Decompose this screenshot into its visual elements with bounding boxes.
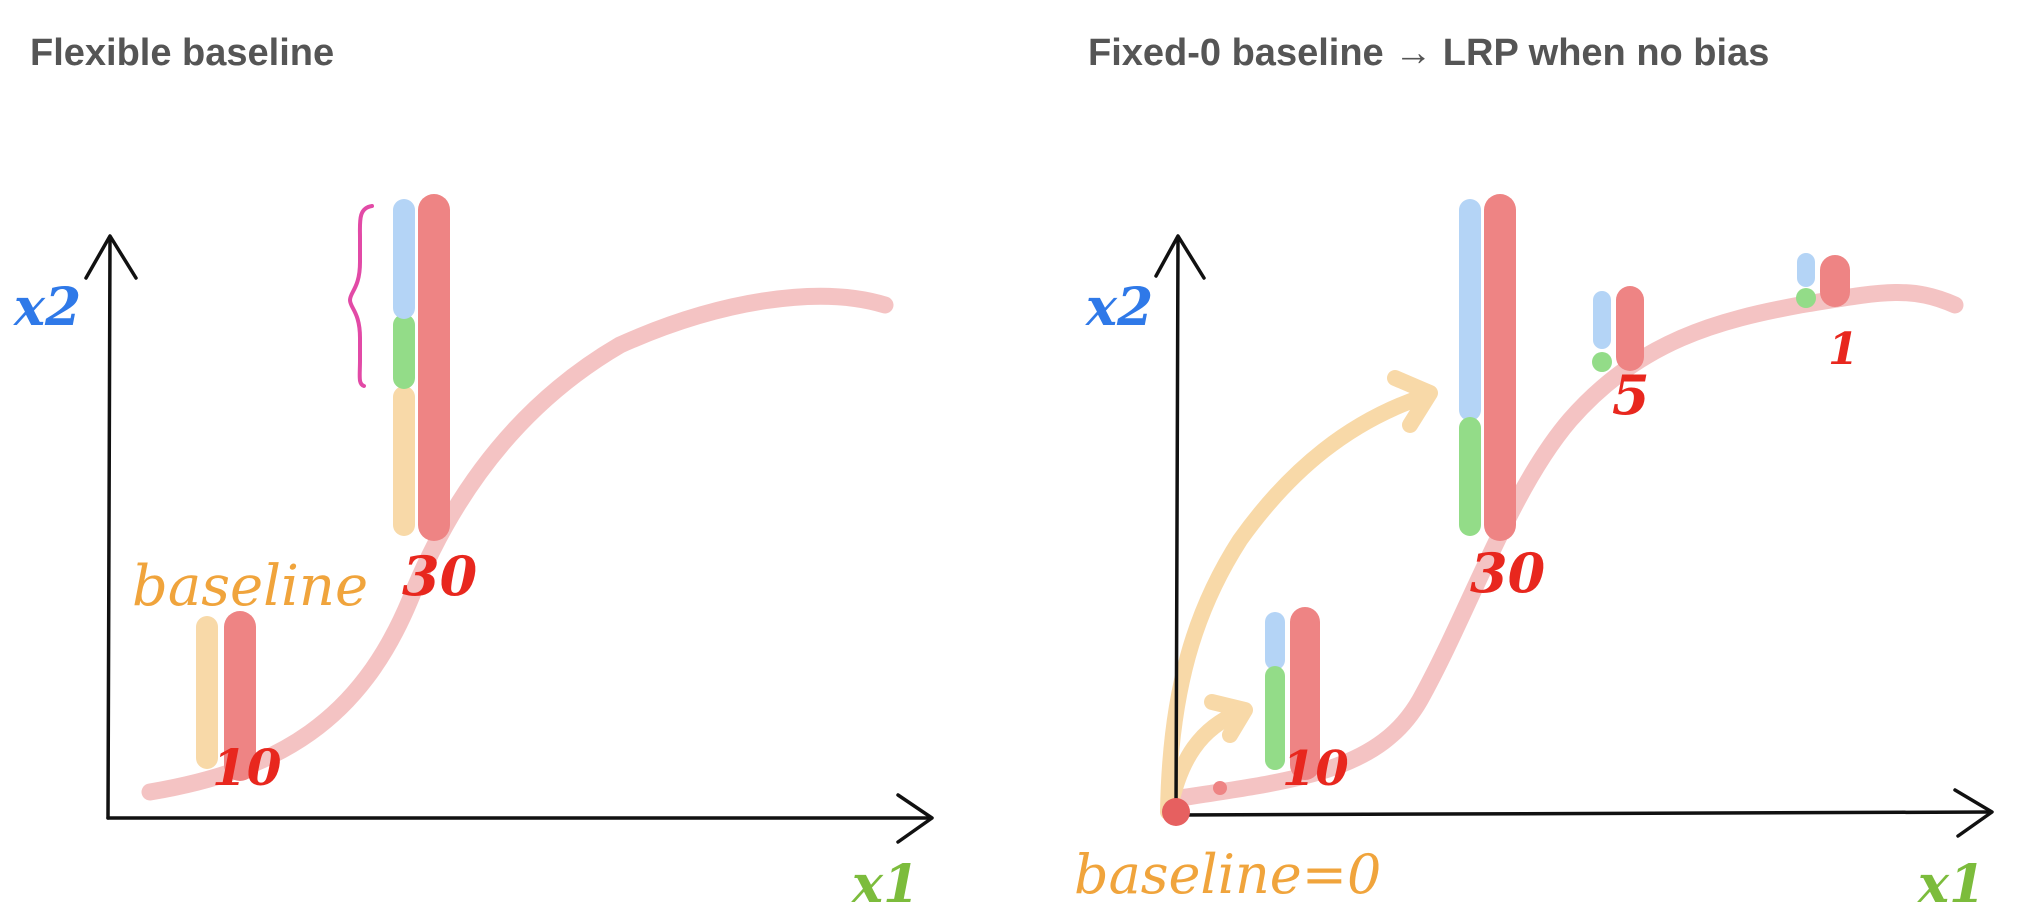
left-value-label-30: 30 xyxy=(402,544,477,608)
right-panel: x2 x1 baseline=0 10 30 5 1 xyxy=(1074,194,1994,912)
left-bar-group-30 xyxy=(393,194,450,541)
left-axes xyxy=(84,234,934,844)
right-axes xyxy=(1154,234,1994,838)
right-origin-point-small xyxy=(1213,781,1227,795)
right-bar-group-5 xyxy=(1592,286,1644,372)
left-x-axis-label: x1 xyxy=(851,854,919,912)
left-value-label-10: 10 xyxy=(212,738,282,797)
left-y-axis-arrowhead xyxy=(84,234,138,280)
right-arrowhead-to-10 xyxy=(1204,694,1253,743)
left-model-curve xyxy=(141,287,894,801)
right-y-axis xyxy=(1174,236,1180,817)
right-bar-group-1 xyxy=(1796,253,1850,308)
right-value-label-10: 10 xyxy=(1282,741,1349,797)
right-arrowhead-to-30 xyxy=(1387,370,1438,433)
right-value-label-1: 1 xyxy=(1828,324,1859,375)
right-baseline-label: baseline=0 xyxy=(1074,843,1381,906)
right-x1-dot-5 xyxy=(1592,352,1612,372)
left-panel: x2 x1 baseline 10 30 xyxy=(13,194,934,912)
right-value-label-5: 5 xyxy=(1612,363,1650,427)
left-y-axis-label: x2 xyxy=(13,277,81,338)
right-x-axis-label: x1 xyxy=(1917,854,1985,912)
right-x-axis xyxy=(1174,810,1992,817)
right-x1-dot-1 xyxy=(1796,288,1816,308)
right-origin-point xyxy=(1162,798,1190,826)
right-value-label-30: 30 xyxy=(1470,541,1545,605)
right-y-axis-arrowhead xyxy=(1154,234,1206,280)
left-bar-group-10 xyxy=(196,611,256,781)
left-baseline-label: baseline xyxy=(132,554,368,619)
left-brace xyxy=(347,204,374,388)
right-arrow-to-10 xyxy=(1162,704,1248,816)
right-x-axis-arrowhead xyxy=(1953,788,1994,838)
left-x-axis-arrowhead xyxy=(896,793,934,844)
right-panel-title: Fixed-0 baseline → LRP when no bias xyxy=(1088,32,1770,74)
right-bar-group-10 xyxy=(1265,607,1320,780)
right-bar-group-30 xyxy=(1459,194,1516,541)
left-y-axis xyxy=(106,236,112,820)
left-panel-title: Flexible baseline xyxy=(30,32,335,74)
right-y-axis-label: x2 xyxy=(1085,277,1153,338)
